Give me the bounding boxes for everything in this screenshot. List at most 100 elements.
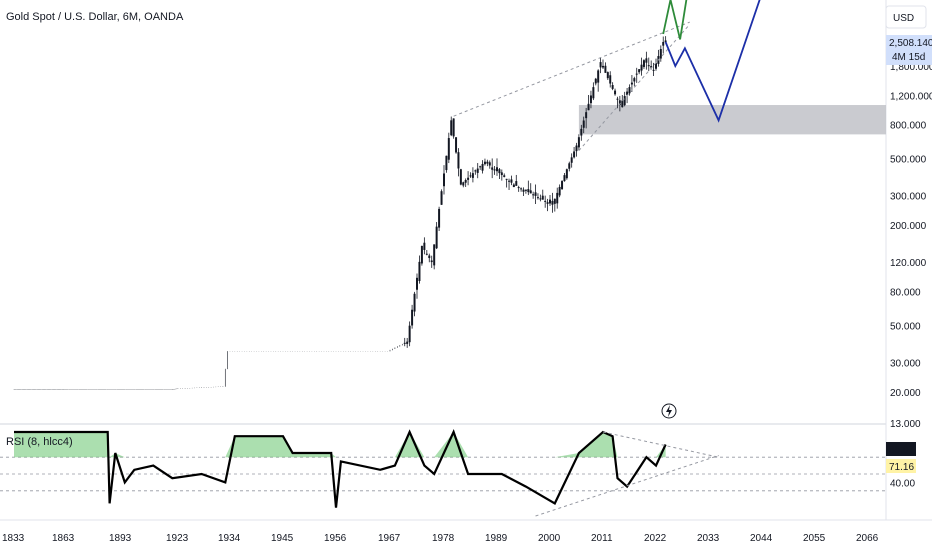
- time-tick-label: 2000: [538, 533, 561, 544]
- price-tick-label: 120.000: [890, 258, 927, 269]
- price-candle-body: [505, 178, 508, 180]
- price-candle-body: [517, 187, 520, 189]
- rsi-axis: 40.00: [890, 478, 915, 489]
- price-candle-body: [652, 69, 655, 71]
- price-candle-body: [606, 72, 609, 79]
- time-tick-label: 1934: [218, 533, 241, 544]
- price-candle-body: [626, 91, 629, 95]
- price-candle-body: [406, 341, 409, 344]
- price-candle-body: [553, 198, 556, 204]
- price-candle-body: [512, 184, 515, 188]
- price-candle-body: [455, 137, 458, 153]
- price-candle-body: [515, 181, 518, 186]
- price-candle-body: [616, 98, 619, 100]
- price-candle-body: [647, 65, 650, 67]
- price-candle-body: [546, 202, 549, 204]
- price-candle-body: [457, 152, 460, 169]
- time-axis[interactable]: 1833 1863 1893 1923 1934 1945 1956 1967 1978 1989…: [2, 533, 879, 544]
- time-tick-label: 1893: [109, 533, 132, 544]
- price-candle-body: [488, 162, 491, 166]
- price-candle-body: [438, 208, 441, 228]
- price-layer: [13, 36, 667, 390]
- price-candle-body: [534, 192, 537, 196]
- price-candle-body: [411, 309, 414, 326]
- rsi-ma-value: 71.16: [889, 462, 914, 473]
- price-candle-body: [599, 62, 602, 68]
- price-candle-body: [582, 120, 585, 128]
- price-tick-label: 300.000: [890, 192, 927, 203]
- price-candle-body: [587, 103, 590, 111]
- support-zone: [578, 105, 886, 135]
- price-candle-body: [481, 163, 484, 171]
- time-tick-label: 2066: [856, 533, 879, 544]
- price-candle-body: [561, 181, 564, 190]
- price-candle-body: [565, 169, 568, 179]
- price-candle-body: [447, 138, 450, 160]
- rsi-value-badge: 85.07: [886, 442, 916, 456]
- price-candle-body: [577, 137, 580, 148]
- price-candle-body: [430, 260, 433, 263]
- price-candle-body: [452, 118, 455, 137]
- price-candle-body: [614, 90, 617, 95]
- price-candle-body: [450, 120, 453, 136]
- price-candle-body: [630, 82, 633, 85]
- upper-trendline: [453, 21, 690, 117]
- price-candle-body: [445, 155, 448, 171]
- price-candle-body: [556, 192, 559, 204]
- price-candle-body: [544, 200, 547, 202]
- price-candle-body: [529, 190, 532, 194]
- price-candle-body: [618, 100, 621, 106]
- price-candle-body: [558, 186, 561, 196]
- price-candle-body: [522, 189, 525, 192]
- rsi-ma-badge: 71.16: [886, 459, 916, 473]
- time-tick-label: 1989: [485, 533, 508, 544]
- price-candle-body: [459, 169, 462, 185]
- time-tick-label: 1978: [432, 533, 455, 544]
- price-candle-body: [604, 65, 607, 73]
- price-candle-body: [483, 161, 486, 165]
- time-tick-label: 2011: [591, 533, 613, 544]
- price-candle-body: [425, 253, 428, 255]
- price-candle-body: [440, 191, 443, 205]
- price-candle-body: [623, 96, 626, 106]
- price-candle-body: [418, 261, 421, 282]
- rsi-title: RSI (8, hlcc4): [6, 436, 73, 448]
- price-candle-body: [594, 78, 597, 84]
- price-axis[interactable]: 1,800.000 1,200.000 800.000 500.000 300.000 2…: [890, 62, 932, 430]
- price-candle-body: [575, 145, 578, 152]
- price-tick-label: 500.000: [890, 155, 927, 166]
- time-tick-label: 2055: [803, 533, 826, 544]
- price-candle-body: [467, 177, 470, 180]
- price-candle-body: [403, 342, 406, 344]
- green-projection-path: [662, 0, 688, 40]
- price-tick-label: 20.000: [890, 388, 921, 399]
- price-tick-label: 800.000: [890, 121, 927, 132]
- rsi-line: [14, 429, 667, 508]
- price-candle-body: [476, 168, 479, 173]
- rsi-overbought-fill: [14, 432, 666, 458]
- lightning-icon[interactable]: [661, 403, 677, 419]
- time-tick-label: 1833: [2, 533, 25, 544]
- price-candle-body: [423, 242, 426, 250]
- time-tick-label: 2033: [697, 533, 720, 544]
- price-tick-label: 30.000: [890, 358, 921, 369]
- currency-button[interactable]: USD: [885, 5, 927, 29]
- price-candle-body: [633, 78, 636, 82]
- price-candle-body: [443, 173, 445, 187]
- price-tick-label: 80.000: [890, 287, 921, 298]
- price-candle-body: [645, 58, 648, 63]
- price-candle-body: [551, 200, 554, 205]
- price-candle-body: [524, 189, 527, 191]
- overlay-layer: [453, 0, 761, 151]
- price-candle-body: [628, 87, 631, 94]
- chart-title: Gold Spot / U.S. Dollar, 6M, OANDA: [6, 11, 184, 23]
- price-candle-body: [541, 195, 544, 200]
- price-candle-body: [420, 245, 423, 264]
- price-candle-body: [573, 151, 576, 158]
- time-tick-label: 2044: [750, 533, 773, 544]
- price-candle-body: [585, 112, 588, 119]
- rsi-value: 85.07: [889, 445, 914, 456]
- price-tick-label: 13.000: [890, 419, 921, 430]
- time-tick-label: 1967: [378, 533, 401, 544]
